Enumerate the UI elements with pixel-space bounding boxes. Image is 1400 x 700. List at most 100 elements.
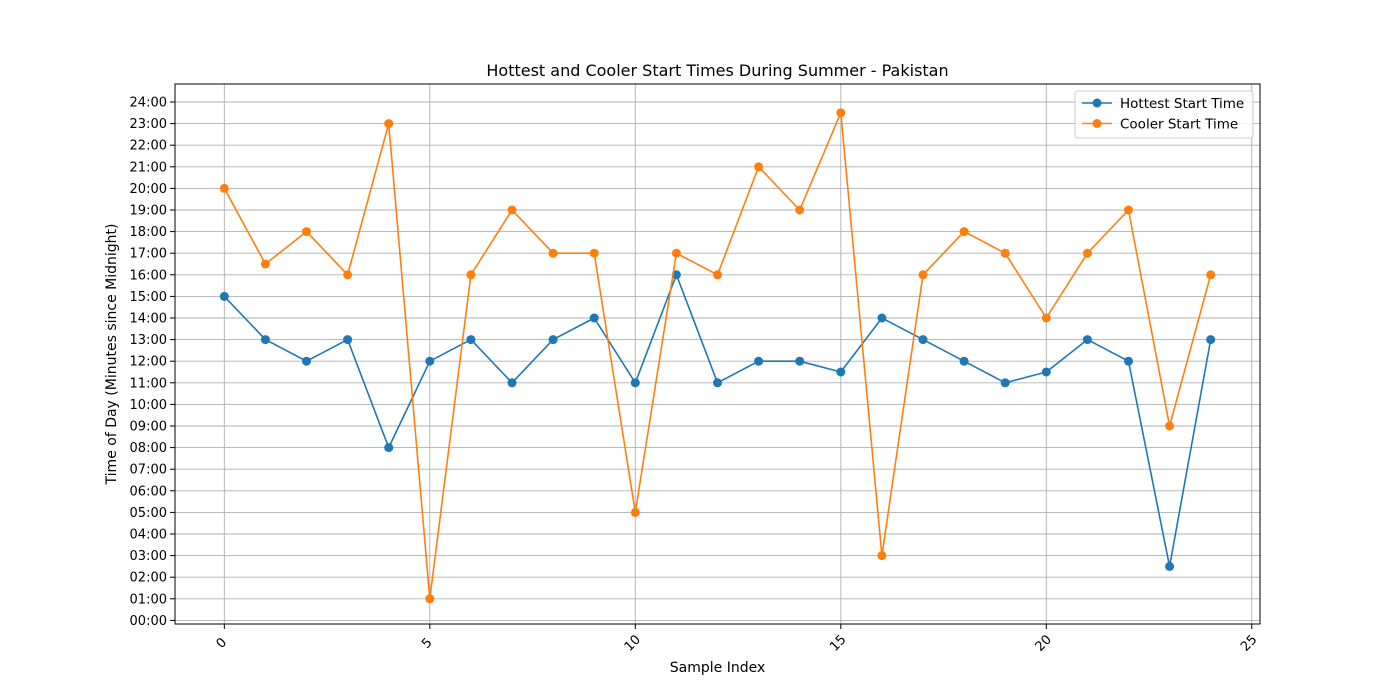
- y-tick-label: 03:00: [130, 549, 167, 564]
- y-tick-label: 08:00: [130, 441, 167, 456]
- data-point: [1123, 205, 1133, 215]
- y-tick-label: 10:00: [130, 398, 167, 413]
- data-point: [1206, 270, 1216, 280]
- x-axis-title: Sample Index: [670, 660, 765, 676]
- plot-frame: [174, 83, 1261, 625]
- data-point: [343, 335, 353, 345]
- legend-entry-hottest: Hottest Start Time: [1082, 96, 1244, 112]
- data-point: [1041, 313, 1051, 323]
- data-point: [1000, 248, 1010, 258]
- data-point: [507, 378, 517, 388]
- data-point: [260, 259, 270, 269]
- y-tick-label: 14:00: [130, 312, 167, 327]
- y-tick-label: 00:00: [130, 614, 167, 629]
- y-tick-label: 23:00: [130, 117, 167, 132]
- data-point: [795, 356, 805, 366]
- series-line: [223, 112, 1212, 600]
- x-tick-label: 0: [214, 635, 230, 651]
- data-point: [959, 356, 969, 366]
- data-point: [918, 270, 928, 280]
- y-axis-title: Time of Day (Minutes since Midnight): [104, 224, 120, 486]
- y-tick-label: 17:00: [130, 247, 167, 262]
- legend-box: [1074, 90, 1254, 139]
- y-tick-label: 01:00: [130, 592, 167, 607]
- y-tick-label: 07:00: [130, 463, 167, 478]
- x-tick-label: 10: [622, 632, 644, 654]
- y-tick-label: 24:00: [130, 96, 167, 111]
- y-axis-ticks: 00:00 01:00 02:00 03:00 04:00 05:00 06:00 07:00…: [130, 96, 175, 629]
- data-point: [507, 205, 517, 215]
- y-tick-label: 11:00: [130, 376, 167, 391]
- y-tick-label: 05:00: [130, 506, 167, 521]
- y-tick-label: 13:00: [130, 333, 167, 348]
- data-point: [1082, 335, 1092, 345]
- y-tick-label: 06:00: [130, 484, 167, 499]
- data-point: [302, 356, 312, 366]
- data-point: [384, 443, 394, 453]
- data-point: [795, 205, 805, 215]
- y-tick-label: 12:00: [130, 355, 167, 370]
- data-point: [384, 119, 394, 129]
- series-line: [223, 273, 1212, 568]
- data-point: [1206, 335, 1216, 345]
- data-point: [589, 248, 599, 258]
- x-tick-label: 20: [1033, 632, 1055, 654]
- legend-marker: [1092, 98, 1102, 108]
- data-point: [630, 507, 640, 517]
- legend-marker: [1092, 119, 1102, 128]
- data-point: [918, 335, 928, 345]
- y-tick-label: 20:00: [130, 182, 167, 197]
- data-point: [630, 378, 640, 388]
- data-point: [1123, 356, 1133, 366]
- data-point: [260, 335, 270, 345]
- data-point: [425, 594, 435, 604]
- x-axis-ticks: 0 5 10 15 20 25: [214, 624, 1260, 655]
- x-tick-label: 5: [419, 635, 435, 651]
- data-point: [466, 270, 476, 280]
- y-tick-label: 16:00: [130, 268, 167, 283]
- y-tick-label: 19:00: [130, 204, 167, 219]
- data-point: [589, 313, 599, 323]
- data-point: [713, 270, 722, 280]
- data-point: [1165, 561, 1175, 571]
- data-point: [836, 367, 846, 377]
- series-cooler: [219, 108, 1216, 604]
- data-point: [754, 162, 764, 172]
- data-point: [1000, 378, 1010, 388]
- data-point: [1082, 248, 1092, 258]
- legend: Hottest Start Time Cooler Start Time: [1074, 90, 1254, 139]
- data-point: [548, 335, 558, 345]
- y-tick-label: 02:00: [130, 571, 167, 586]
- data-point: [1041, 367, 1051, 377]
- x-tick-label: 15: [827, 632, 849, 654]
- data-point: [1165, 421, 1175, 431]
- legend-label: Hottest Start Time: [1120, 96, 1244, 112]
- legend-label: Cooler Start Time: [1120, 117, 1238, 133]
- data-point: [466, 335, 476, 345]
- y-tick-label: 09:00: [130, 420, 167, 435]
- y-tick-label: 15:00: [130, 290, 167, 305]
- data-point: [548, 248, 558, 258]
- x-tick-label: 25: [1238, 632, 1260, 654]
- grid-lines: [175, 84, 1260, 624]
- data-point: [302, 227, 312, 237]
- data-point: [877, 313, 887, 323]
- series-hottest: [219, 270, 1216, 571]
- data-point: [343, 270, 353, 280]
- data-point: [836, 108, 846, 118]
- y-tick-label: 21:00: [130, 160, 167, 175]
- legend-entry-cooler: Cooler Start Time: [1082, 117, 1238, 133]
- data-point: [219, 183, 229, 193]
- data-point: [671, 248, 681, 258]
- data-point: [219, 291, 229, 301]
- y-tick-label: 22:00: [130, 139, 167, 154]
- data-point: [877, 551, 887, 561]
- chart-title: Hottest and Cooler Start Times During Su…: [486, 61, 948, 80]
- plot-series: [219, 108, 1216, 604]
- data-point: [754, 356, 764, 366]
- data-point: [713, 378, 722, 388]
- data-point: [959, 227, 969, 237]
- y-tick-label: 18:00: [130, 225, 167, 240]
